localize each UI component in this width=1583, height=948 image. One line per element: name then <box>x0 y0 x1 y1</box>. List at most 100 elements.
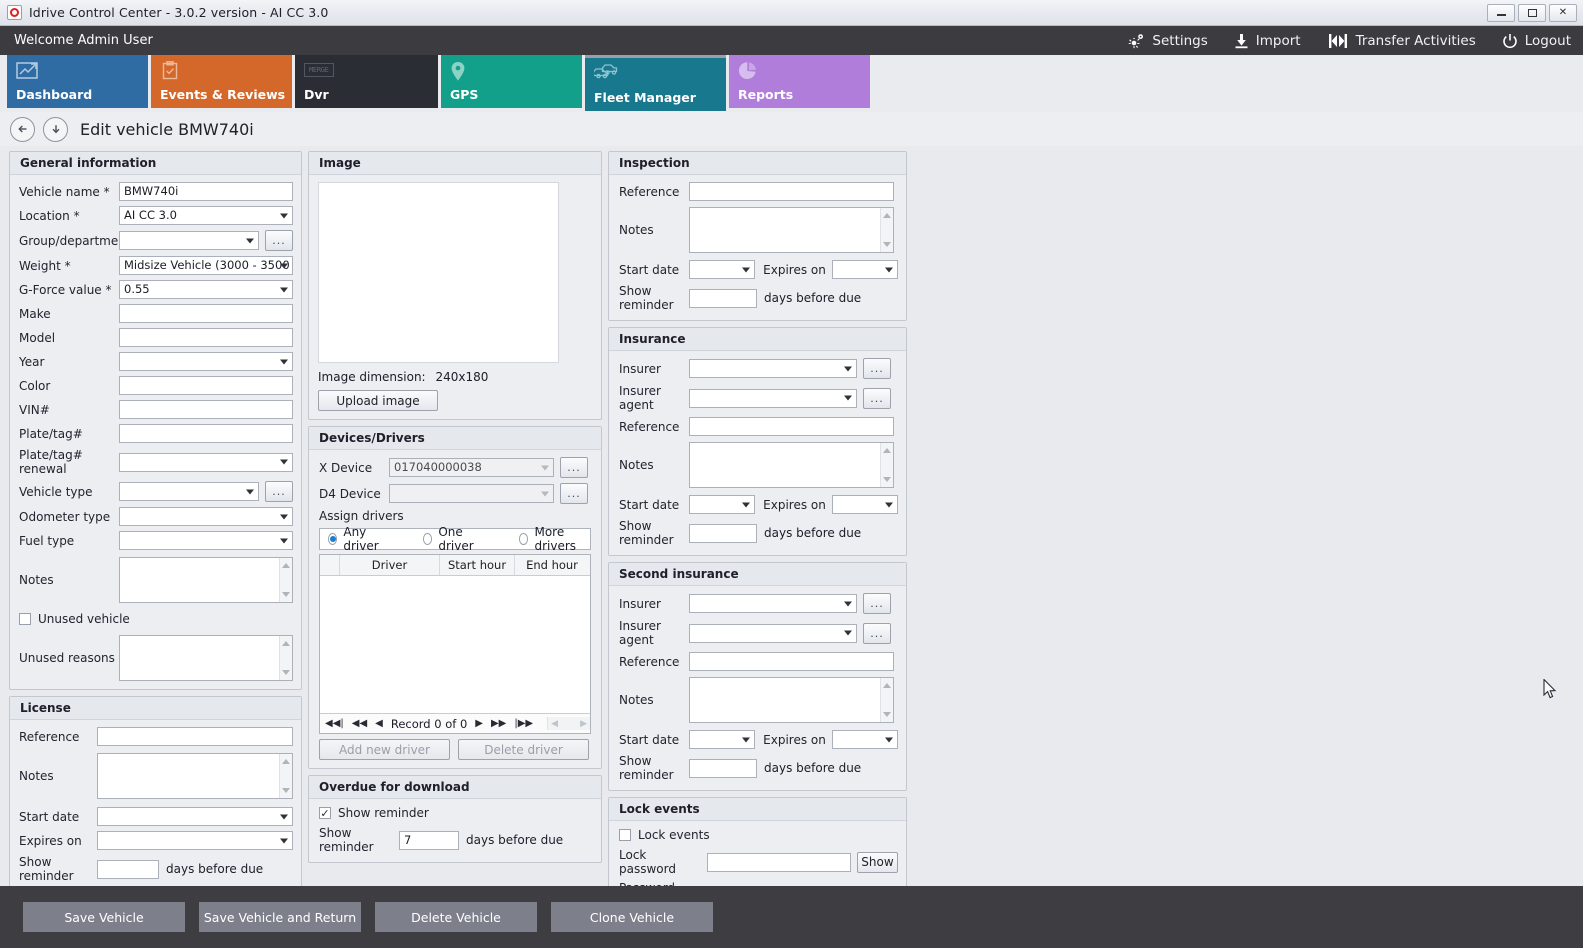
prev-page-button[interactable]: ◀◀ <box>351 718 368 729</box>
first-record-button[interactable]: ◀◀| <box>325 718 344 729</box>
group-department-select[interactable] <box>119 231 259 250</box>
lock-events-checkbox[interactable] <box>619 829 631 841</box>
any-driver-radio[interactable] <box>328 533 338 545</box>
field-unused-vehicle[interactable]: Unused vehicle <box>19 612 293 626</box>
unused-reasons-scrollbar[interactable] <box>279 636 292 680</box>
tab-fleet-manager[interactable]: Fleet Manager <box>585 55 726 111</box>
second-insurance-notes-textarea[interactable] <box>689 677 894 723</box>
second-insurance-show-reminder-input[interactable] <box>689 758 757 778</box>
clone-vehicle-button[interactable]: Clone Vehicle <box>551 902 713 932</box>
model-input[interactable] <box>119 328 293 347</box>
gforce-select[interactable]: 0.55 <box>119 280 293 299</box>
second-insurance-insurer-browse-button[interactable]: ... <box>863 593 891 614</box>
inspection-expires-on-select[interactable] <box>831 260 898 279</box>
general-notes-scrollbar[interactable] <box>279 558 292 602</box>
next-page-button[interactable]: ▶▶ <box>490 718 507 729</box>
overdue-show-reminder-input[interactable]: 7 <box>399 830 459 850</box>
fuel-type-select[interactable] <box>119 531 293 550</box>
vin-input[interactable] <box>119 400 293 419</box>
insurance-show-reminder-input[interactable] <box>689 523 757 543</box>
group-department-browse-button[interactable]: ... <box>265 230 293 251</box>
second-insurance-insurer-select[interactable] <box>689 594 857 613</box>
insurance-notes-textarea[interactable] <box>689 442 894 488</box>
maximize-button[interactable] <box>1518 3 1546 22</box>
add-new-driver-button[interactable]: Add new driver <box>319 739 450 760</box>
plate-tag-renewal-select[interactable] <box>119 452 293 472</box>
insurance-reference-input[interactable] <box>689 417 894 436</box>
second-insurance-expires-on-select[interactable] <box>831 730 898 749</box>
x-device-browse-button[interactable]: ... <box>560 457 588 478</box>
more-drivers-radio[interactable] <box>519 533 529 545</box>
field-lock-events-enable[interactable]: Lock events <box>619 828 898 842</box>
inspection-start-date-select[interactable] <box>689 260 756 279</box>
color-input[interactable] <box>119 376 293 395</box>
weight-select[interactable]: Midsize Vehicle (3000 - 3500 p... <box>119 256 293 275</box>
next-record-button[interactable]: ▶ <box>475 718 483 729</box>
vehicle-type-select[interactable] <box>119 482 259 501</box>
d4-device-select[interactable] <box>389 484 554 503</box>
col-driver[interactable]: Driver <box>340 555 440 575</box>
second-insurance-agent-select[interactable] <box>689 623 857 643</box>
tab-dvr[interactable]: MERGE Dvr <box>295 55 438 108</box>
vehicle-type-browse-button[interactable]: ... <box>265 481 293 502</box>
insurance-notes-scrollbar[interactable] <box>880 443 893 487</box>
driver-mode-one[interactable]: One driver <box>422 525 485 553</box>
general-notes-textarea[interactable] <box>119 557 293 603</box>
tab-gps[interactable]: GPS <box>441 55 582 108</box>
license-expires-on-select[interactable] <box>97 831 293 850</box>
menu-import[interactable]: Import <box>1234 33 1301 49</box>
vehicle-name-input[interactable]: BMW740i <box>119 182 293 201</box>
col-start-hour[interactable]: Start hour <box>440 555 515 575</box>
d4-device-browse-button[interactable]: ... <box>560 483 588 504</box>
tab-reports[interactable]: Reports <box>729 55 870 108</box>
license-start-date-select[interactable] <box>97 807 293 826</box>
menu-transfer-activities[interactable]: Transfer Activities <box>1327 33 1476 49</box>
prev-record-button[interactable]: ◀ <box>375 718 383 729</box>
save-vehicle-button[interactable]: Save Vehicle <box>23 902 185 932</box>
second-insurance-start-date-select[interactable] <box>689 730 756 749</box>
license-notes-textarea[interactable] <box>97 753 293 799</box>
insurance-insurer-browse-button[interactable]: ... <box>863 358 891 379</box>
tab-events-reviews[interactable]: Events & Reviews <box>151 55 292 108</box>
inspection-show-reminder-input[interactable] <box>689 288 757 308</box>
location-select[interactable]: AI CC 3.0 <box>119 206 293 225</box>
license-notes-scrollbar[interactable] <box>279 754 292 798</box>
odometer-type-select[interactable] <box>119 507 293 526</box>
close-button[interactable]: ✕ <box>1549 3 1577 22</box>
second-insurance-reference-input[interactable] <box>689 652 894 671</box>
show-password-button[interactable]: Show <box>856 851 898 873</box>
plate-tag-input[interactable] <box>119 424 293 443</box>
tab-dashboard[interactable]: Dashboard <box>7 55 148 108</box>
license-reference-input[interactable] <box>97 727 293 746</box>
insurance-insurer-select[interactable] <box>689 359 857 378</box>
insurance-expires-on-select[interactable] <box>831 495 898 514</box>
make-input[interactable] <box>119 304 293 323</box>
minimize-button[interactable] <box>1487 3 1515 22</box>
last-record-button[interactable]: |▶▶ <box>514 718 534 729</box>
save-vehicle-and-return-button[interactable]: Save Vehicle and Return <box>199 902 361 932</box>
one-driver-radio[interactable] <box>422 533 433 545</box>
insurance-agent-browse-button[interactable]: ... <box>863 387 891 409</box>
license-show-reminder-input[interactable] <box>97 859 159 879</box>
unused-reasons-textarea[interactable] <box>119 635 293 681</box>
driver-mode-any[interactable]: Any driver <box>328 525 389 553</box>
arrow-down-circle-icon[interactable] <box>43 116 68 142</box>
x-device-select[interactable]: 017040000038 <box>389 458 554 477</box>
menu-logout[interactable]: Logout <box>1502 33 1571 49</box>
drivers-grid-hscrollbar[interactable]: ◀ ▶ <box>547 717 590 730</box>
inspection-notes-textarea[interactable] <box>689 207 894 253</box>
second-insurance-agent-browse-button[interactable]: ... <box>863 622 891 644</box>
driver-mode-more[interactable]: More drivers <box>519 525 590 553</box>
year-select[interactable] <box>119 352 293 371</box>
inspection-notes-scrollbar[interactable] <box>880 208 893 252</box>
inspection-reference-input[interactable] <box>689 182 894 201</box>
second-insurance-notes-scrollbar[interactable] <box>880 678 893 722</box>
delete-driver-button[interactable]: Delete driver <box>458 739 589 760</box>
col-end-hour[interactable]: End hour <box>526 558 578 572</box>
insurance-agent-select[interactable] <box>689 388 857 408</box>
field-overdue-show-reminder-check[interactable]: Show reminder <box>319 806 593 820</box>
delete-vehicle-button[interactable]: Delete Vehicle <box>375 902 537 932</box>
upload-image-button[interactable]: Upload image <box>318 390 438 411</box>
lock-password-input[interactable] <box>707 852 851 872</box>
unused-vehicle-checkbox[interactable] <box>19 613 31 625</box>
